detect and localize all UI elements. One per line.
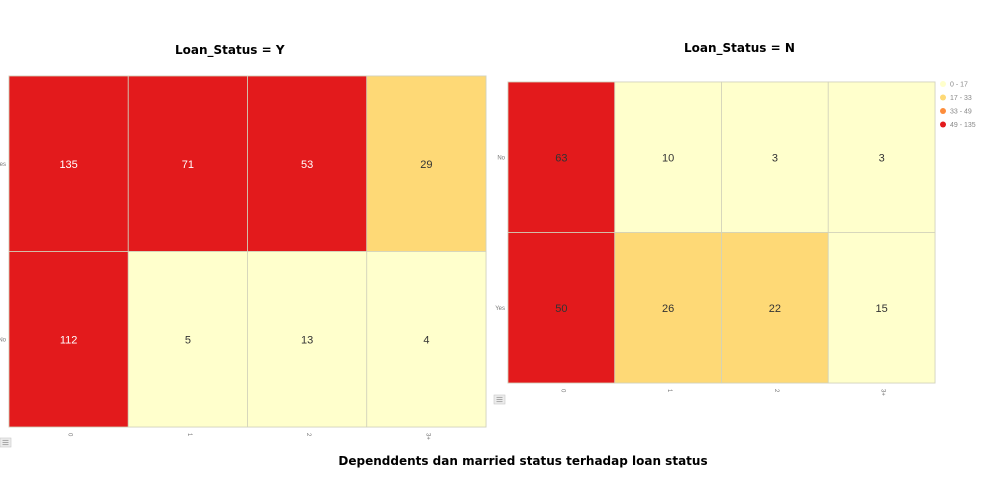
x-tick-label: 3+ xyxy=(424,433,430,440)
chart-title-right: Loan_Status = N xyxy=(684,41,795,55)
cell-value-label: 112 xyxy=(60,334,78,346)
x-tick-label: 2 xyxy=(773,389,779,393)
legend-swatch xyxy=(940,121,946,128)
figure-caption: Dependdents dan married status terhadap … xyxy=(338,454,708,468)
y-tick-label: No xyxy=(0,337,7,343)
heatmap-cell xyxy=(614,232,722,384)
legend-swatch xyxy=(940,81,946,87)
y-tick-label: Yes xyxy=(495,306,505,312)
cell-value-label: 5 xyxy=(185,334,191,346)
cell-value-label: 71 xyxy=(182,159,194,171)
cell-value-label: 53 xyxy=(301,159,313,171)
legend-label: 17 - 33 xyxy=(950,95,972,102)
x-tick-label: 0 xyxy=(67,433,73,437)
legend-label: 49 - 135 xyxy=(950,122,976,129)
heatmap-cell xyxy=(827,232,936,384)
legend-swatch xyxy=(940,108,946,114)
cell-value-label: 26 xyxy=(662,303,674,315)
legend-swatch xyxy=(940,94,946,101)
heatmap-cell xyxy=(721,81,829,233)
cell-value-label: 15 xyxy=(876,303,888,315)
heatmap-cell xyxy=(507,232,616,384)
chart-title-left: Loan_Status = Y xyxy=(175,43,285,57)
cell-value-label: 3 xyxy=(772,152,778,164)
heatmap-cell xyxy=(8,251,129,428)
y-tick-label: No xyxy=(497,155,505,161)
x-tick-label: 2 xyxy=(305,433,311,437)
heatmap-cell xyxy=(366,251,487,428)
heatmap-cell xyxy=(127,251,248,428)
cell-value-label: 63 xyxy=(555,152,567,164)
heatmap-cell xyxy=(247,251,368,428)
x-tick-label: 1 xyxy=(186,433,192,437)
heatmap-cell xyxy=(247,75,368,252)
cell-value-label: 50 xyxy=(555,303,567,315)
cell-value-label: 4 xyxy=(423,334,429,346)
cell-value-label: 135 xyxy=(59,159,77,171)
legend-label: 33 - 49 xyxy=(950,109,972,116)
x-tick-label: 1 xyxy=(666,389,672,393)
cell-value-label: 10 xyxy=(662,152,674,164)
cell-value-label: 3 xyxy=(879,152,885,164)
heatmap-cell xyxy=(8,75,129,252)
y-tick-label: Yes xyxy=(0,162,6,168)
heatmap-cell xyxy=(827,81,936,233)
cell-value-label: 29 xyxy=(420,159,432,171)
legend-label: 0 - 17 xyxy=(950,82,968,89)
cell-value-label: 13 xyxy=(301,334,313,346)
x-tick-label: 3+ xyxy=(880,389,886,396)
cell-value-label: 22 xyxy=(769,303,781,315)
heatmap-cell xyxy=(614,81,722,233)
x-tick-label: 0 xyxy=(559,389,565,393)
